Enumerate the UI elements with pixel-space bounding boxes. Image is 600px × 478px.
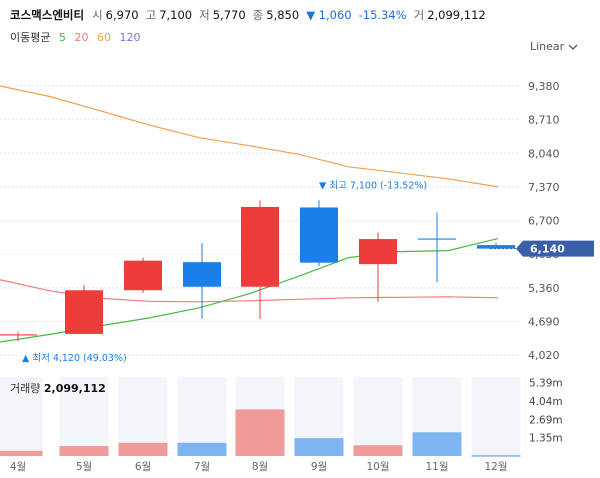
change-value: ▼ 1,060	[306, 8, 352, 22]
ma-legend-20[interactable]: 20	[74, 31, 89, 44]
volume-slot	[0, 377, 43, 456]
candle-9	[477, 242, 515, 249]
volume-slot	[59, 377, 109, 456]
candle-body	[241, 206, 279, 287]
scale-dropdown[interactable]: Linear	[530, 40, 578, 53]
moving-average-legend: 이동평균 5 20 60 120	[10, 29, 145, 45]
candle-1	[0, 331, 37, 342]
month-label: 9월	[311, 461, 327, 473]
month-label: 8월	[252, 461, 268, 473]
price-tick-label: 9,380	[528, 80, 560, 93]
candle-8	[418, 212, 456, 283]
month-label: 10월	[366, 461, 389, 473]
volume-tick-label: 1.35m	[529, 433, 563, 445]
volume-label: 거	[413, 8, 425, 22]
candle-4	[183, 243, 221, 319]
month-label: 4월	[10, 461, 26, 473]
candle-body	[300, 207, 338, 263]
low-annotation: ▲ 최저 4,120 (49.03%)	[22, 353, 127, 364]
candle-body	[124, 260, 162, 291]
high-label: 고	[145, 8, 157, 22]
stock-name: 코스맥스엔비티	[10, 8, 85, 22]
volume-slot	[471, 377, 521, 456]
price-tick-label: 4,690	[528, 315, 560, 328]
price-tick-label: 5,360	[528, 282, 560, 295]
price-tick-label: 8,710	[528, 114, 560, 127]
close-label: 종	[252, 8, 264, 22]
volume-tick-label: 5.39m	[529, 378, 563, 390]
price-tick-label: 6,700	[528, 215, 560, 228]
volume-bar	[294, 438, 344, 456]
ma-legend-60[interactable]: 60	[96, 31, 111, 44]
volume-bar	[353, 445, 403, 456]
month-label: 11월	[425, 461, 448, 473]
high-annotation: ▼ 최고 7,100 (-13.52%)	[319, 180, 427, 191]
chevron-down-icon	[568, 44, 578, 50]
low-value: 5,770	[212, 8, 246, 22]
volume-bar	[177, 442, 227, 456]
low-label: 저	[199, 8, 210, 22]
volume-amount: 2,099,112	[44, 382, 106, 395]
scale-label: Linear	[530, 40, 565, 53]
candle-2	[65, 284, 103, 334]
candle-5	[241, 200, 279, 319]
candle-3	[124, 257, 162, 293]
volume-tick-label: 4.04m	[529, 396, 563, 408]
ma-legend-120[interactable]: 120	[119, 31, 141, 44]
candle-body	[65, 290, 103, 334]
stock-summary-header: 코스맥스엔비티 시 6,970 고 7,100 저 5,770 종 5,850 …	[10, 6, 493, 24]
volume-label: 거래량 2,099,112	[10, 382, 106, 395]
candle-body	[183, 262, 221, 287]
high-value: 7,100	[159, 8, 193, 22]
month-label: 5월	[76, 461, 92, 473]
ma-legend-title: 이동평균	[10, 31, 51, 44]
price-tick-label: 7,370	[528, 181, 560, 194]
month-label: 7월	[194, 461, 210, 473]
change-percent: -15.34%	[358, 8, 407, 22]
ma-legend-5[interactable]: 5	[58, 31, 66, 44]
volume-value: 2,099,112	[427, 8, 486, 22]
open-value: 6,970	[105, 8, 139, 22]
volume-bar	[59, 446, 109, 456]
price-tick-label: 4,020	[528, 349, 560, 362]
current-price-label: 6,140	[530, 243, 565, 256]
month-label: 12월	[484, 461, 507, 473]
volume-bar	[118, 442, 168, 456]
volume-slot	[353, 377, 403, 456]
close-value: 5,850	[266, 8, 300, 22]
month-label: 6월	[135, 461, 151, 473]
volume-bar	[412, 432, 462, 456]
volume-bar	[471, 455, 521, 457]
price-tick-label: 8,040	[528, 147, 560, 160]
candle-6	[300, 200, 338, 267]
volume-bar	[235, 409, 285, 456]
candle-body	[477, 245, 515, 249]
volume-bar	[0, 450, 43, 456]
candle-7	[359, 232, 397, 302]
ma-line-60	[0, 85, 499, 188]
candle-body	[359, 239, 397, 265]
current-price-badge	[516, 240, 594, 257]
volume-tick-label: 2.69m	[529, 414, 563, 426]
open-label: 시	[92, 8, 103, 22]
